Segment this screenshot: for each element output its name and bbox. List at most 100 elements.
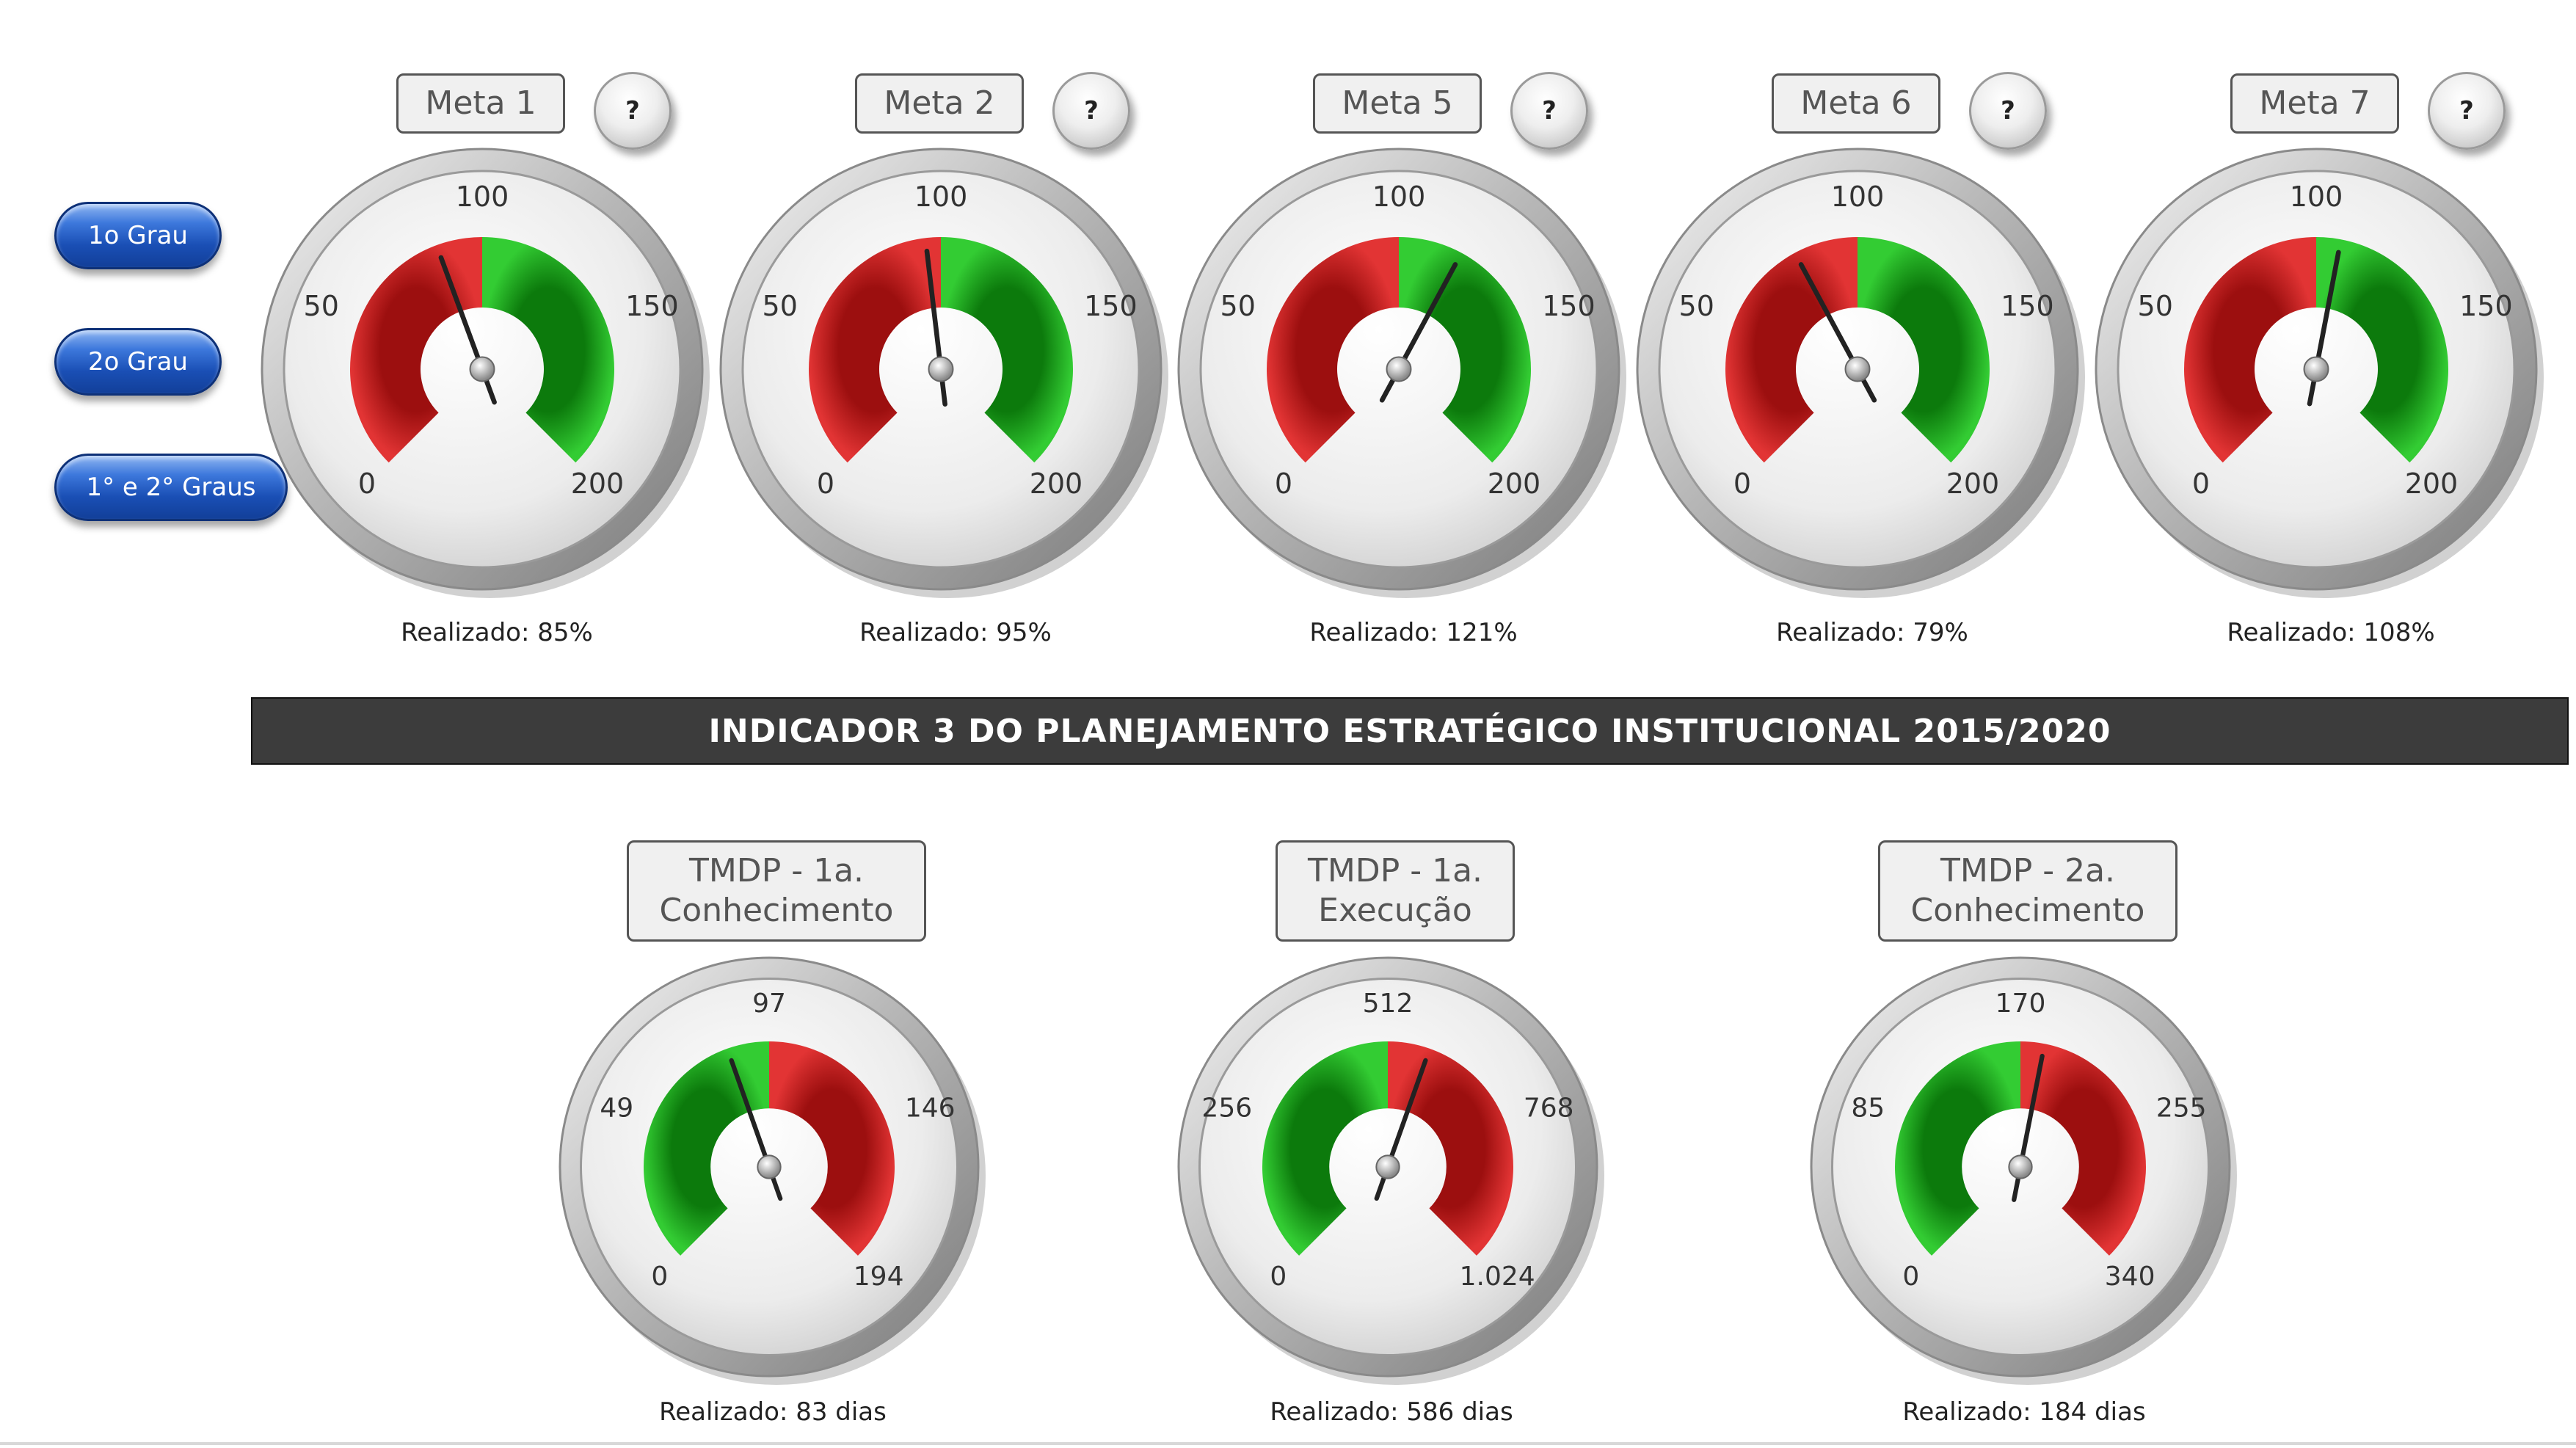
tick-label: 85 <box>1851 1093 1885 1123</box>
meta-6-help-button[interactable]: ? <box>1969 72 2047 150</box>
title-line: TMDP - 2a. <box>1940 852 2116 890</box>
meta-6-realizado-label: Realizado: 79% <box>1776 618 1968 647</box>
tick-label: 50 <box>1220 290 1256 322</box>
red-band <box>1725 237 1858 463</box>
tick-label: 146 <box>905 1093 956 1123</box>
tick-label: 100 <box>2290 181 2343 213</box>
tick-label: 100 <box>914 181 968 213</box>
side-button-1-e-2-graus[interactable]: 1° e 2° Graus <box>54 454 288 521</box>
red-band <box>769 1041 895 1256</box>
tick-label: 170 <box>1995 989 2046 1019</box>
gauge-pivot <box>469 356 495 382</box>
meta-1-help-button[interactable]: ? <box>594 72 672 150</box>
tick-label: 100 <box>1831 181 1885 213</box>
title-line: Conhecimento <box>659 892 894 929</box>
tick-label: 200 <box>571 467 625 500</box>
tmdp-1-realizado-label: Realizado: 83 dias <box>659 1397 887 1427</box>
tick-label: 768 <box>1524 1093 1574 1123</box>
tmdp-3-title-button[interactable]: TMDP - 2a. Conhecimento <box>1878 840 2177 942</box>
meta-7-gauge: 0 50 100 150 200 <box>2095 148 2544 598</box>
meta-6-title-button[interactable]: Meta 6 <box>1772 73 1940 134</box>
green-band <box>1858 237 1990 463</box>
meta-7-help-button[interactable]: ? <box>2428 72 2506 150</box>
tmdp-3-realizado-label: Realizado: 184 dias <box>1902 1397 2146 1427</box>
tick-label: 50 <box>2138 290 2173 322</box>
red-band <box>2184 237 2316 463</box>
tick-label: 50 <box>1679 290 1714 322</box>
meta-7-realizado-label: Realizado: 108% <box>2227 618 2435 647</box>
tick-label: 150 <box>2001 290 2054 322</box>
title-line: TMDP - 1a. <box>688 852 865 890</box>
meta-1-title-button[interactable]: Meta 1 <box>396 73 565 134</box>
red-band <box>809 237 941 463</box>
tmdp-1-title-button[interactable]: TMDP - 1a. Conhecimento <box>627 840 926 942</box>
meta-5-realizado-label: Realizado: 121% <box>1309 618 1518 647</box>
meta-2-realizado-label: Realizado: 95% <box>859 618 1052 647</box>
tick-label: 150 <box>1084 290 1138 322</box>
red-band <box>1267 237 1399 463</box>
gauge-pivot <box>1386 356 1412 382</box>
tick-label: 100 <box>456 181 509 213</box>
side-button-2o-grau[interactable]: 2o Grau <box>54 328 222 396</box>
tick-label: 0 <box>1275 467 1292 500</box>
meta-2-help-button[interactable]: ? <box>1052 72 1130 150</box>
tmdp-1-gauge: 0 49 97 146 194 <box>559 956 986 1385</box>
tick-label: 200 <box>2405 467 2459 500</box>
tick-label: 150 <box>625 290 679 322</box>
meta-7-title-button[interactable]: Meta 7 <box>2230 73 2399 134</box>
gauge-pivot <box>928 356 954 382</box>
tick-label: 200 <box>1030 467 1083 500</box>
tmdp-2-gauge: 0 256 512 768 1.024 <box>1177 956 1604 1385</box>
green-band <box>2316 237 2448 463</box>
green-band <box>644 1041 769 1256</box>
tick-label: 200 <box>1946 467 2000 500</box>
title-line: Execução <box>1318 892 1472 929</box>
tick-label: 97 <box>752 989 786 1019</box>
red-band <box>1388 1041 1513 1256</box>
gauge-pivot <box>1844 356 1871 382</box>
gauge-pivot <box>2008 1154 2033 1179</box>
tick-label: 256 <box>1201 1093 1252 1123</box>
tick-label: 0 <box>358 467 376 500</box>
tick-label: 49 <box>600 1093 633 1123</box>
green-band <box>1895 1041 2020 1256</box>
tick-label: 0 <box>1270 1262 1287 1292</box>
tmdp-3-gauge: 0 85 170 255 340 <box>1810 956 2237 1385</box>
meta-1-gauge: 0 50 100 150 200 <box>261 148 710 598</box>
red-band <box>2020 1041 2146 1256</box>
tmdp-2-realizado-label: Realizado: 586 dias <box>1270 1397 1513 1427</box>
meta-1-realizado-label: Realizado: 85% <box>401 618 593 647</box>
tick-label: 200 <box>1488 467 1541 500</box>
bottom-divider <box>0 1442 2576 1445</box>
gauge-pivot <box>757 1154 782 1179</box>
tick-label: 194 <box>854 1262 904 1292</box>
tick-label: 0 <box>1902 1262 1919 1292</box>
tick-label: 0 <box>651 1262 668 1292</box>
meta-5-help-button[interactable]: ? <box>1510 72 1588 150</box>
meta-2-gauge: 0 50 100 150 200 <box>719 148 1168 598</box>
meta-6-gauge: 0 50 100 150 200 <box>1636 148 2085 598</box>
red-band <box>350 237 482 463</box>
tick-label: 50 <box>304 290 339 322</box>
gauge-pivot <box>2303 356 2329 382</box>
tick-label: 340 <box>2105 1262 2155 1292</box>
tick-label: 1.024 <box>1460 1262 1535 1292</box>
meta-2-title-button[interactable]: Meta 2 <box>855 73 1024 134</box>
green-band <box>1262 1041 1388 1256</box>
tmdp-2-title-button[interactable]: TMDP - 1a. Execução <box>1276 840 1515 942</box>
meta-5-gauge: 0 50 100 150 200 <box>1177 148 1626 598</box>
tick-label: 255 <box>2156 1093 2207 1123</box>
green-band <box>482 237 615 463</box>
meta-5-title-button[interactable]: Meta 5 <box>1313 73 1482 134</box>
tick-label: 0 <box>1733 467 1751 500</box>
tick-label: 150 <box>1542 290 1596 322</box>
green-band <box>1399 237 1531 463</box>
tick-label: 50 <box>763 290 798 322</box>
tick-label: 0 <box>817 467 834 500</box>
indicator-banner: INDICADOR 3 DO PLANEJAMENTO ESTRATÉGICO … <box>251 697 2569 765</box>
side-button-1o-grau[interactable]: 1o Grau <box>54 202 222 269</box>
title-line: Conhecimento <box>1910 892 2145 929</box>
green-band <box>941 237 1074 463</box>
tick-label: 100 <box>1372 181 1426 213</box>
